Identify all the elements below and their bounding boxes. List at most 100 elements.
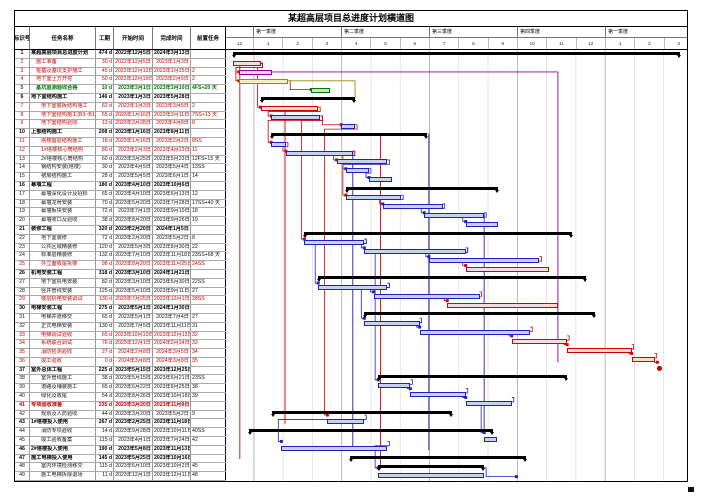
table-row[interactable]: 5 基坑监测验收合格 10 d 2023年3月1日 2023年3月10日 4FS+20 天 — [15, 85, 226, 94]
table-row[interactable]: 49 施工电梯拆除退场 11 d 2023年12月1日 2023年12月11日 48 — [15, 472, 226, 482]
table-row[interactable]: 19 幕墙板块安装 72 d 2023年7月1日 2023年9月10日 18 — [15, 208, 226, 218]
gantt-bar-blue[interactable] — [345, 168, 369, 174]
gantt-bar-blue[interactable] — [428, 258, 540, 264]
gantt-bar-sum[interactable] — [248, 428, 495, 435]
gantt-bar-blue[interactable] — [285, 150, 353, 156]
table-row[interactable]: 38 室外管线施工 38 d 2023年5月15日 2023年6月21日 23SS — [15, 375, 226, 385]
table-row[interactable]: 16 幕墙工程 180 d 2023年4月10日 2023年10月6日 — [15, 181, 226, 191]
table-row[interactable]: 48 室内环境检测移交 115 d 2023年6月10日 2023年10月2日 45 — [15, 463, 226, 473]
table-row[interactable]: 9 地下室结构验收 12 d 2023年3月28日 2023年4月8日 8 — [15, 120, 226, 130]
gantt-bar-red[interactable] — [447, 302, 558, 308]
gantt-bar-blue[interactable] — [382, 204, 443, 210]
table-row[interactable]: 31 电梯井道移交 65 d 2023年5月1日 2023年7月4日 27 — [15, 313, 226, 323]
table-row[interactable]: 23 公共区域精装修 120 d 2023年5月3日 2023年8月30日 22 — [15, 243, 226, 253]
gantt-bar-sum[interactable] — [317, 276, 587, 283]
table-row[interactable]: 2 施工准备 30 d 2022年12月5日 2023年1月3日 — [15, 58, 226, 68]
table-row[interactable]: 1 某超高层项目总进度计划 474 d 2022年12月5日 2024年3月13日 — [15, 50, 226, 59]
table-row[interactable]: 17 幕墙深化设计及招标 65 d 2023年4月10日 2023年6月13日 12 — [15, 190, 226, 200]
table-row[interactable]: 22 地下室装修 72 d 2023年2月20日 2023年5月2日 8 — [15, 234, 226, 244]
gantt-bar-blue[interactable] — [281, 446, 388, 452]
gantt-bar-green[interactable] — [311, 87, 330, 93]
gantt-bar-blue[interactable] — [424, 213, 485, 219]
gantt-bar-blue[interactable] — [419, 329, 531, 335]
table-row[interactable]: 28 竖井管线安装 125 d 2023年5月10日 2023年9月11日 27 — [15, 287, 226, 297]
table-row[interactable]: 14 钢结构安装(塔楼) 30 d 2023年4月5日 2023年5月4日 13SS — [15, 164, 226, 174]
gantt-bar-sum[interactable] — [377, 464, 486, 471]
gantt-bar-sum[interactable] — [231, 52, 682, 59]
column-header-0[interactable]: 标识号 — [15, 27, 30, 49]
column-header-3[interactable]: 开始时间 — [114, 27, 153, 49]
column-header-1[interactable]: 任务名称 — [30, 27, 96, 49]
table-row[interactable]: 43 1#塔楼投入使用 267 d 2023年2月25日 2023年11月18日 — [15, 419, 226, 429]
gantt-bar-red[interactable] — [465, 267, 549, 272]
table-row[interactable]: 13 2#塔楼核心筒结构 60 d 2023年3月25日 2023年5月23日 12FS+… — [15, 155, 226, 165]
gantt-bar-red[interactable] — [232, 60, 261, 66]
table-row[interactable]: 25 外立面收尾拆架 98 d 2023年8月20日 2023年11月25日 24SS — [15, 261, 226, 270]
table-row[interactable]: 36 竣工验收 0 d 2024年3月8日 2024年3月8日 35 — [15, 357, 226, 367]
table-row[interactable]: 44 消防专项验收 14 d 2023年9月28日 2023年10月11日 40SS — [15, 428, 226, 438]
table-row[interactable]: 45 竣工验收备案 115 d 2023年4月1日 2023年7月24日 42 — [15, 437, 226, 446]
gantt-bar-sum[interactable] — [349, 455, 527, 462]
gantt-bar-purple[interactable] — [238, 69, 273, 75]
gantt-bar-red[interactable] — [260, 105, 319, 111]
gantt-bar-blue[interactable] — [336, 159, 388, 165]
table-row[interactable]: 18 幕墙龙骨安装 70 d 2023年5月20日 2023年7月28日 17SS+40 … — [15, 199, 226, 209]
table-row[interactable]: 35 消防检测验收 27 d 2024年2月8日 2024年3月5日 34 — [15, 349, 226, 358]
gantt-bar-blue[interactable] — [465, 401, 512, 407]
table-row[interactable]: 11 塔楼首层结构施工 18 d 2023年1月16日 2023年2月2日 8SS — [15, 137, 226, 147]
table-row[interactable]: 3 桩基及基坑支护施工 45 d 2022年12月12日 2023年1月25日 2 — [15, 67, 226, 77]
table-row[interactable]: 8 地下室结构施工(B3~B1) 55 d 2023年1月16日 2023年3月11日 7… — [15, 111, 226, 121]
table-row[interactable]: 21 装修工程 320 d 2023年2月20日 2024年1月5日 — [15, 225, 226, 235]
gantt-bar-blue[interactable] — [364, 249, 466, 255]
table-row[interactable]: 46 2#塔楼投入使用 190 d 2023年5月8日 2023年11月13日 — [15, 445, 226, 455]
table-row[interactable]: 33 电梯调试验收 65 d 2023年10月10日 2023年12月13日 32 — [15, 331, 226, 341]
table-row[interactable]: 4 地下室土方开挖 50 d 2022年12月19日 2023年2月6日 2 — [15, 76, 226, 86]
table-row[interactable]: 15 裙房结构施工 28 d 2023年5月5日 2023年6月1日 14 — [15, 173, 226, 182]
gantt-bar-sum[interactable] — [377, 375, 569, 381]
table-row[interactable]: 30 电梯安装工程 275 d 2023年5月1日 2024年1月30日 — [15, 305, 226, 314]
gantt-bar-blue[interactable] — [271, 114, 321, 120]
gantt-bar-sum[interactable] — [270, 133, 428, 140]
table-row[interactable]: 32 正式电梯安装 130 d 2023年7月5日 2023年11月11日 31 — [15, 322, 226, 332]
table-row[interactable]: 6 地下室结构施工 146 d 2023年1月3日 2023年5月28日 — [15, 93, 226, 103]
gantt-bar-blue[interactable] — [271, 141, 286, 147]
table-row[interactable]: 26 机电安装工程 318 d 2023年3月10日 2024年1月21日 — [15, 269, 226, 279]
table-row[interactable]: 42 规划及人防验收 44 d 2023年3月20日 2023年5月2日 9 — [15, 410, 226, 420]
gantt-bar-blue[interactable] — [465, 222, 498, 228]
table-row[interactable]: 47 施工电梯投入使用 145 d 2023年5月25日 2023年10月16日 — [15, 454, 226, 464]
column-header-5[interactable]: 前置任务 — [196, 36, 219, 42]
gantt-bar-sum[interactable] — [344, 186, 500, 193]
gantt-bar-blue[interactable] — [318, 284, 388, 290]
gantt-bar-red[interactable] — [511, 338, 568, 344]
gantt-bar-blue[interactable] — [364, 320, 420, 326]
table-row[interactable]: 7 地下室底板结构施工 62 d 2023年1月3日 2023年3月5日 2 — [15, 102, 226, 112]
table-row[interactable]: 34 系统联合调试 76 d 2023年12月1日 2024年2月14日 33 — [15, 340, 226, 350]
gantt-bar-blue[interactable] — [378, 473, 485, 479]
table-row[interactable]: 29 楼层机电安装调试 130 d 2023年7月25日 2023年12月1日 28SS — [15, 296, 226, 306]
gantt-bar-sum[interactable] — [259, 97, 356, 104]
gantt-bar-blue[interactable] — [484, 437, 497, 443]
gantt-bar-sum[interactable] — [303, 231, 574, 238]
table-row[interactable]: 24 标准层精装修 132 d 2023年7月10日 2023年11月18日 23SS+6… — [15, 252, 226, 262]
gantt-bar-blue[interactable] — [304, 240, 365, 246]
gantt-bar-blue[interactable] — [327, 419, 365, 425]
gantt-bar-sum[interactable] — [271, 410, 453, 417]
gantt-bar-blue[interactable] — [345, 195, 402, 201]
table-row[interactable]: 41 专项验收准备 235 d 2023年3月20日 2023年11月9日 — [15, 401, 226, 411]
table-row[interactable]: 39 道路及铺装施工 65 d 2023年6月22日 2023年8月25日 38 — [15, 384, 226, 394]
gantt-bar-blue[interactable] — [368, 177, 392, 183]
gantt-bar-red[interactable] — [631, 356, 655, 362]
gantt-bar-blue[interactable] — [378, 383, 411, 389]
column-header-4[interactable]: 完成时间 — [153, 27, 191, 49]
table-row[interactable]: 40 绿化及收尾 54 d 2023年8月26日 2023年10月18日 39 — [15, 393, 226, 402]
table-row[interactable]: 27 地下室机电安装 82 d 2023年3月10日 2023年5月30日 22SS — [15, 278, 226, 288]
gantt-bar-blue[interactable] — [373, 293, 480, 299]
gantt-bar-sum[interactable] — [363, 312, 596, 319]
table-row[interactable]: 37 室外总体工程 225 d 2023年5月15日 2023年12月25日 — [15, 366, 226, 376]
gantt-bar-olive[interactable] — [238, 78, 289, 84]
gantt-milestone[interactable] — [657, 365, 663, 371]
table-row[interactable]: 20 幕墙收口及验收 38 d 2023年8月20日 2023年9月26日 19 — [15, 217, 226, 226]
gantt-bar-blue[interactable] — [341, 123, 356, 129]
gantt-bar-red[interactable] — [567, 347, 632, 353]
table-row[interactable]: 10 上部结构施工 208 d 2023年1月16日 2023年8月11日 — [15, 129, 226, 138]
